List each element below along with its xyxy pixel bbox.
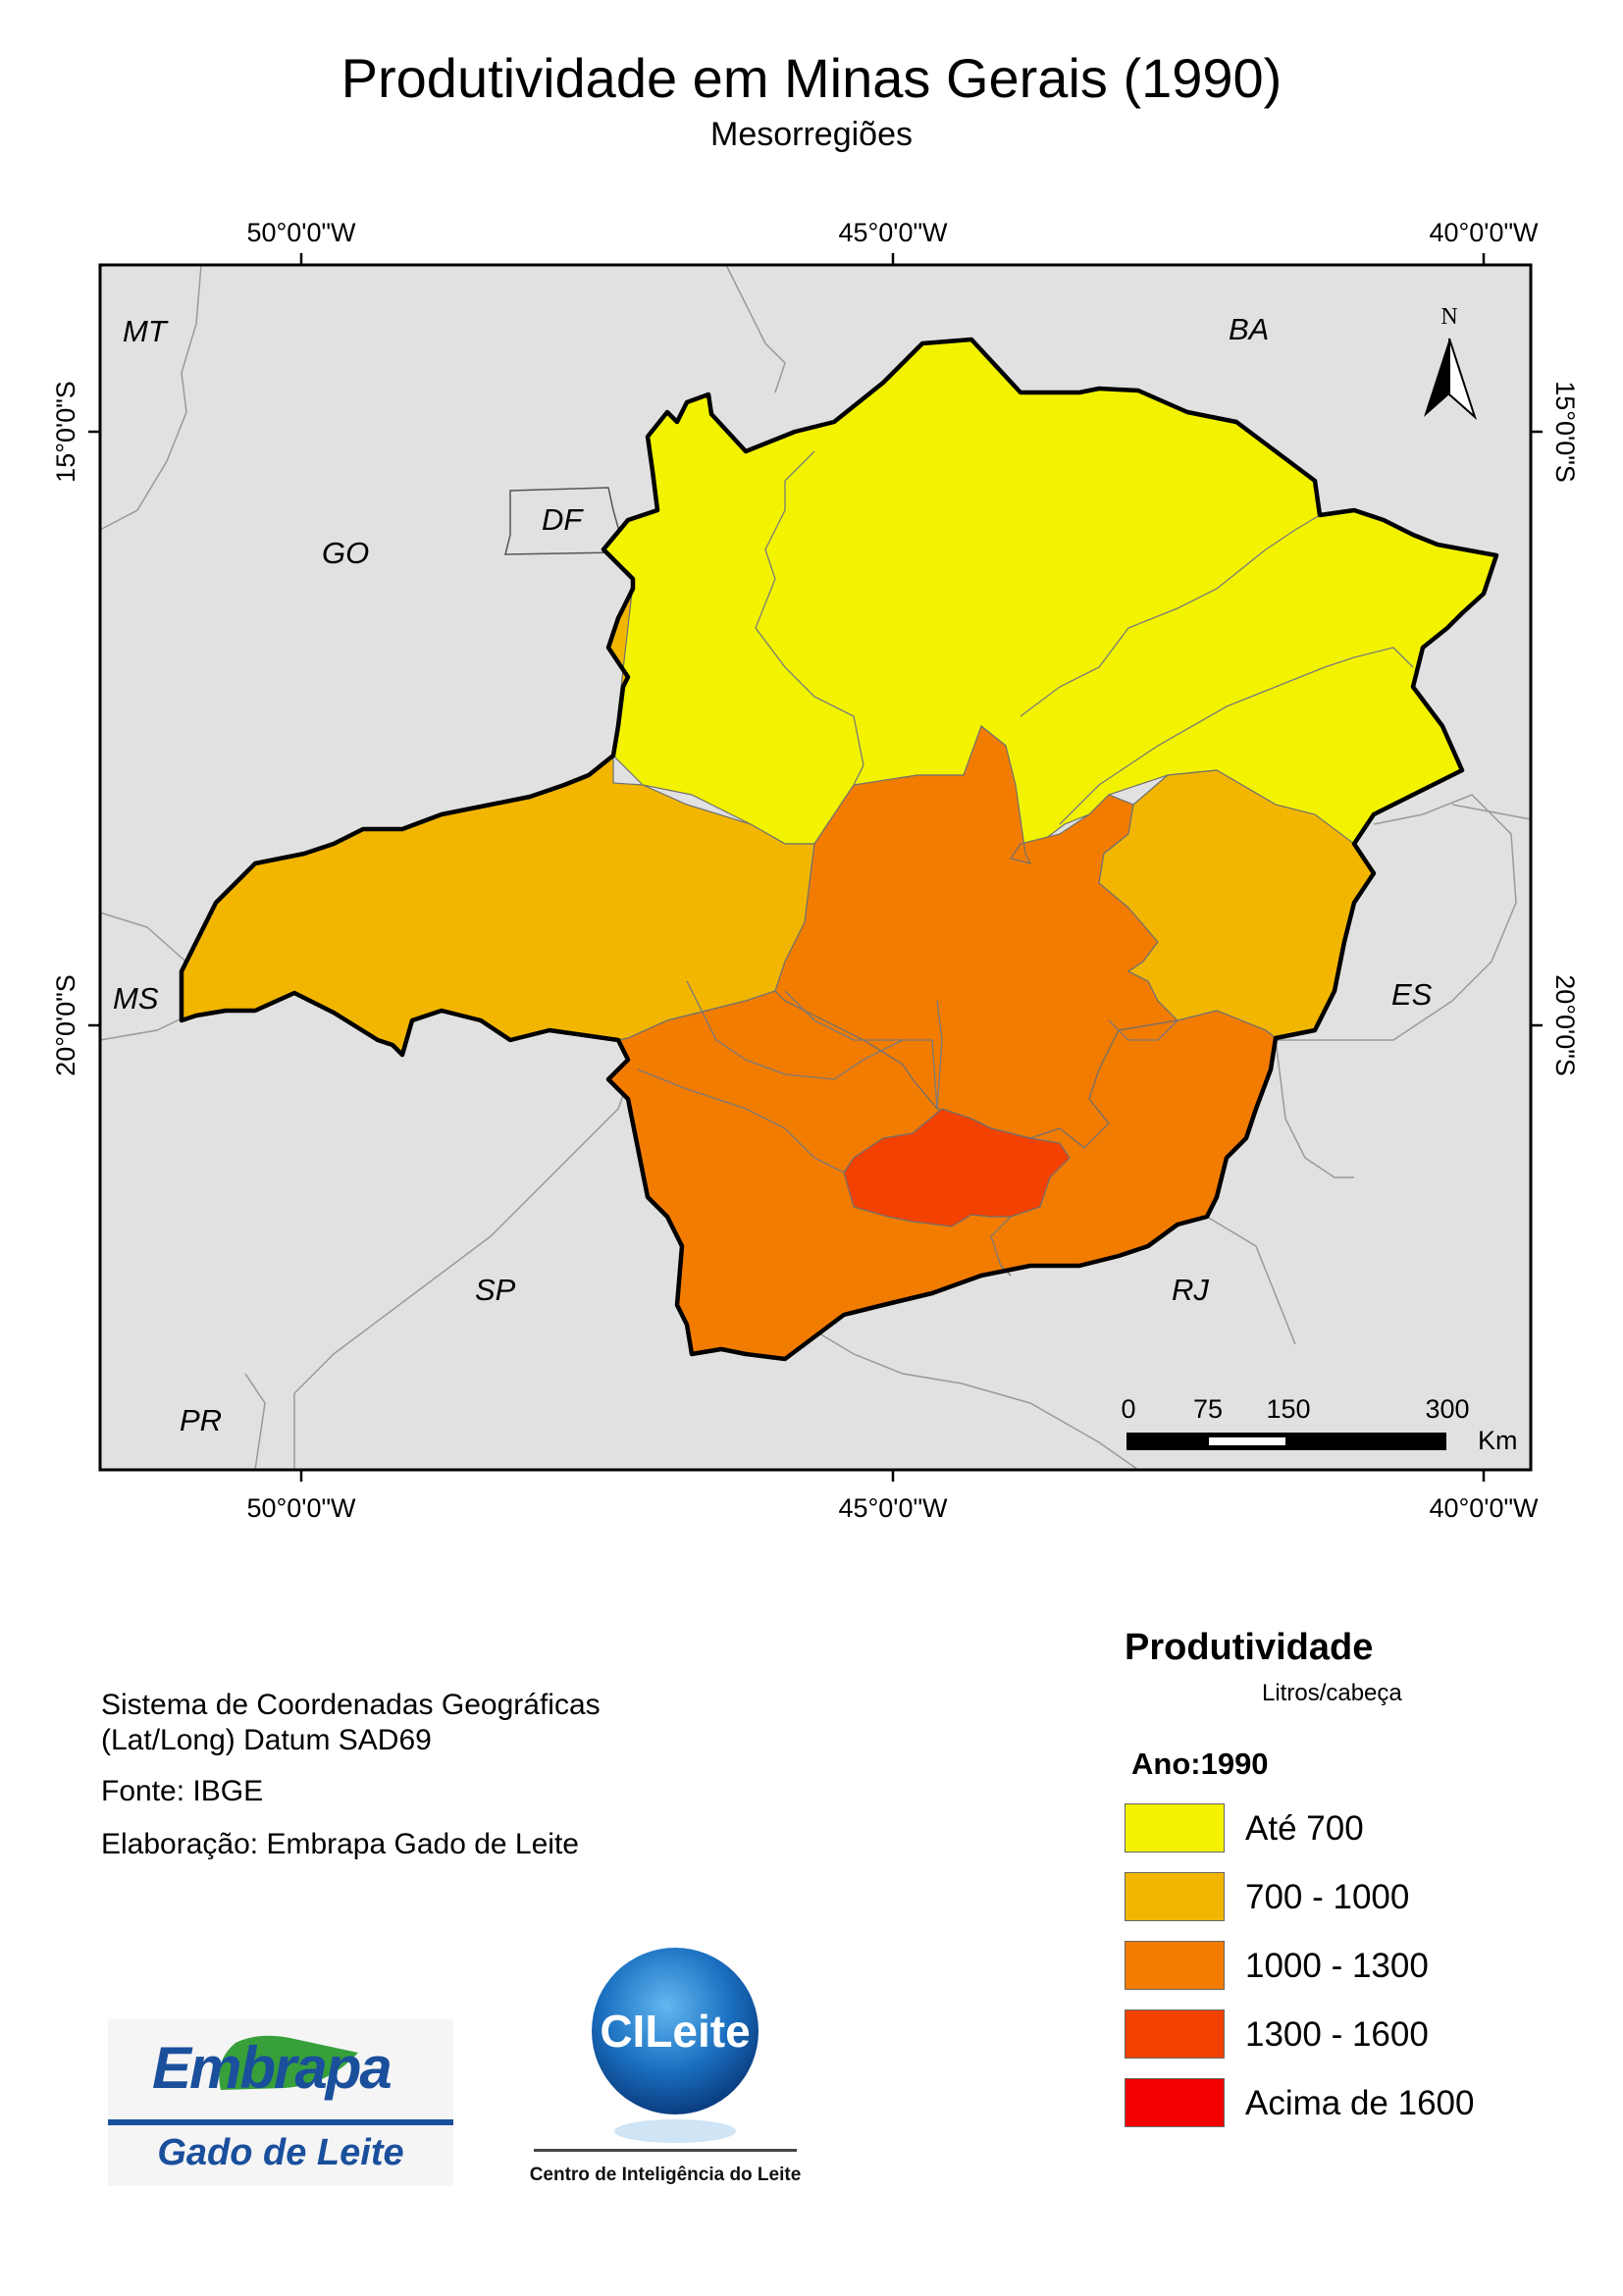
region-campo-vertentes (843, 1108, 1071, 1227)
legend-swatch (1125, 2009, 1225, 2059)
north-label: N (1440, 304, 1457, 330)
embrapa-sub: Gado de Leite (157, 2132, 403, 2173)
lon-label-bottom-1: 50°0'0"W (246, 1493, 356, 1523)
legend-swatch (1125, 2078, 1225, 2127)
state-label-rj: RJ (1172, 1273, 1209, 1307)
lon-label-top-3: 40°0'0"W (1429, 218, 1539, 247)
state-label-mt: MT (123, 314, 169, 348)
cileite-logo: CILeite Centro de Inteligência do Leite (530, 1948, 802, 2185)
cileite-sub: Centro de Inteligência do Leite (530, 2165, 802, 2185)
legend-label: Até 700 (1245, 1809, 1364, 1848)
lon-label-top-2: 45°0'0"W (838, 218, 948, 247)
lon-label-top-1: 50°0'0"W (246, 218, 356, 247)
cileite-name: CILeite (600, 2006, 750, 2057)
state-label-sp: SP (475, 1273, 516, 1307)
legend-label: 1300 - 1600 (1245, 2015, 1429, 2054)
legend-swatch (1125, 1872, 1225, 1921)
state-label-es: ES (1391, 977, 1433, 1012)
legend-title: Produtividade (1125, 1627, 1374, 1668)
lat-label-left-1: 15°0'0"S (51, 381, 80, 483)
source-line: Fonte: IBGE (101, 1775, 264, 1807)
coordinate-system-line1: Sistema de Coordenadas Geográficas (101, 1689, 601, 1721)
legend-swatch (1125, 1941, 1225, 1990)
legend-label: 700 - 1000 (1245, 1878, 1410, 1916)
legend-label: Acima de 1600 (1245, 2084, 1475, 2122)
scale-tick-0: 0 (1121, 1394, 1135, 1424)
legend-unit: Litros/cabeça (1262, 1680, 1402, 1706)
state-label-ba: BA (1229, 312, 1269, 346)
state-label-go: GO (322, 536, 369, 570)
legend-swatch (1125, 1803, 1225, 1852)
scale-unit: Km (1478, 1426, 1518, 1455)
lat-label-right-1: 15°0'0"S (1550, 381, 1580, 483)
lat-label-left-2: 20°0'0"S (51, 974, 80, 1076)
legend-label: 1000 - 1300 (1245, 1947, 1429, 1985)
author-line: Elaboração: Embrapa Gado de Leite (101, 1828, 579, 1860)
map-info: Sistema de Coordenadas Geográficas (Lat/… (101, 1688, 601, 1862)
lon-label-bottom-2: 45°0'0"W (838, 1493, 948, 1523)
mg-border (179, 337, 1499, 1362)
embrapa-name: Embrapa (152, 2035, 391, 2101)
coordinate-system-line2: (Lat/Long) Datum SAD69 (101, 1724, 432, 1756)
scale-tick-150: 150 (1266, 1394, 1310, 1424)
scale-bar: 0 75 150 300 Km (1121, 1394, 1517, 1455)
map-subtitle: Mesorregiões (710, 116, 913, 153)
state-label-pr: PR (180, 1403, 222, 1437)
state-boundaries (99, 264, 1532, 1471)
state-label-df: DF (542, 502, 584, 537)
lon-label-bottom-3: 40°0'0"W (1429, 1493, 1539, 1523)
map-title: Produtividade em Minas Gerais (1990) (340, 47, 1283, 109)
embrapa-logo: Embrapa Gado de Leite (108, 2019, 453, 2186)
legend-year: Ano:1990 (1131, 1747, 1269, 1781)
north-arrow-icon: N (1424, 304, 1478, 421)
state-label-ms: MS (113, 981, 159, 1016)
scale-tick-300: 300 (1425, 1394, 1469, 1424)
scale-tick-75: 75 (1193, 1394, 1223, 1424)
graticule-ticks (88, 253, 1543, 1482)
lat-label-right-2: 20°0'0"S (1550, 974, 1580, 1076)
